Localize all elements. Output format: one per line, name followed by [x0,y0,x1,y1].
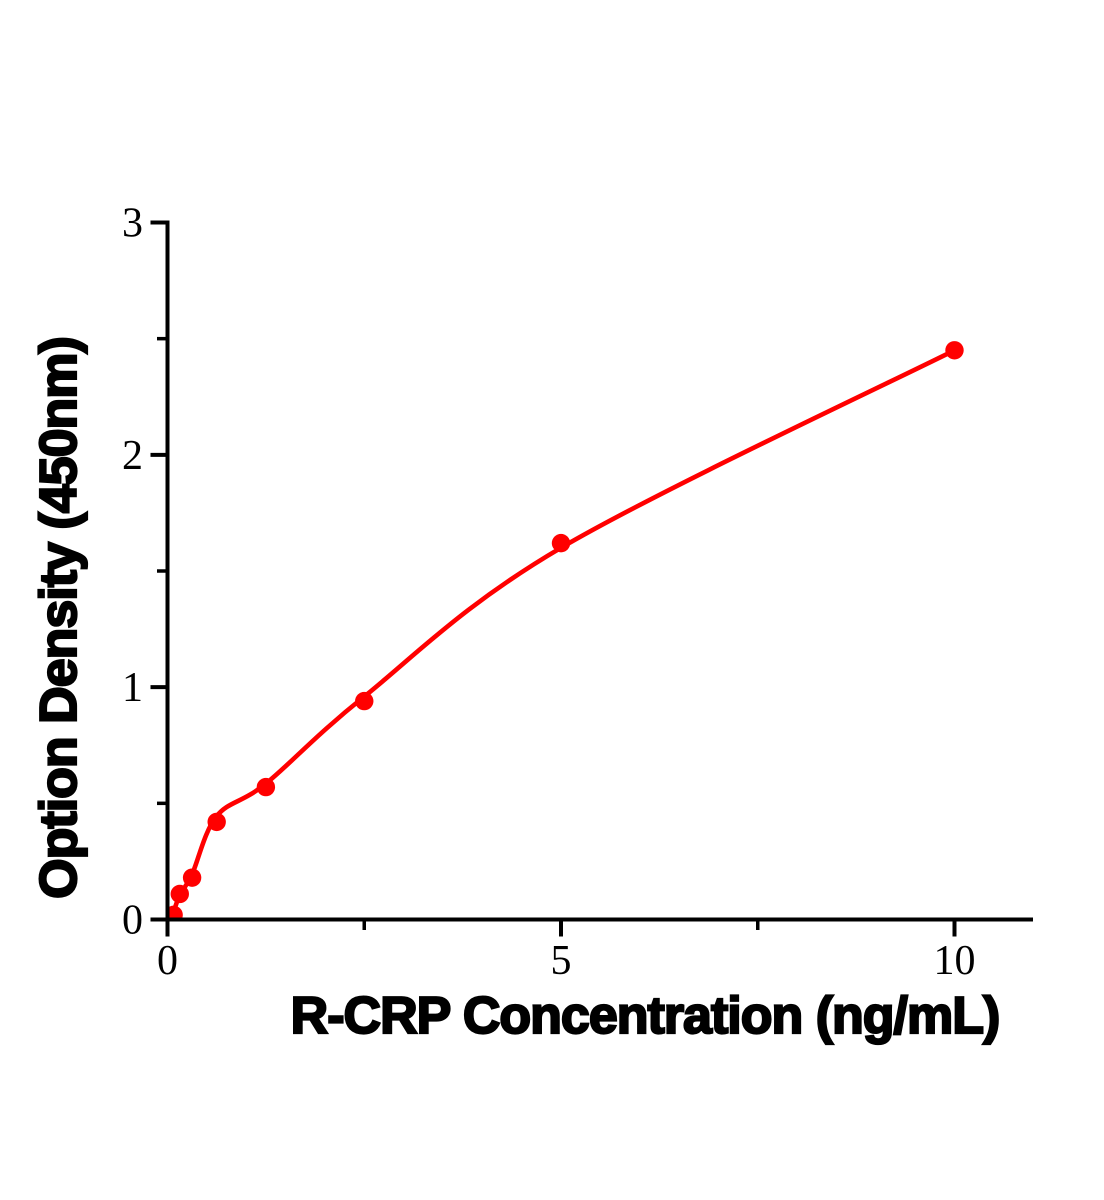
axis-ticks [150,220,957,937]
x-axis-title: R-CRP Concentration (ng/mL) [291,987,1000,1045]
data-points [169,341,964,918]
x-tick-label: 10 [934,938,976,984]
y-tick-label: 1 [122,665,143,711]
data-point [355,691,374,711]
x-tick-label: 0 [157,938,178,984]
data-point [945,341,964,360]
y-axis-title: Option Density (450nm) [30,337,88,899]
y-tick-label: 0 [122,898,143,944]
tick-labels: 0 5 10 0 1 2 3 [122,201,976,985]
y-tick-label: 2 [122,433,143,479]
data-point [169,905,183,918]
data-point [207,812,226,832]
data-point [182,868,202,887]
x-tick-label: 5 [551,938,572,984]
data-point [170,884,189,904]
data-point [256,777,276,797]
data-point [551,533,571,553]
y-tick-label: 3 [122,201,143,247]
fit-curve [169,348,957,918]
